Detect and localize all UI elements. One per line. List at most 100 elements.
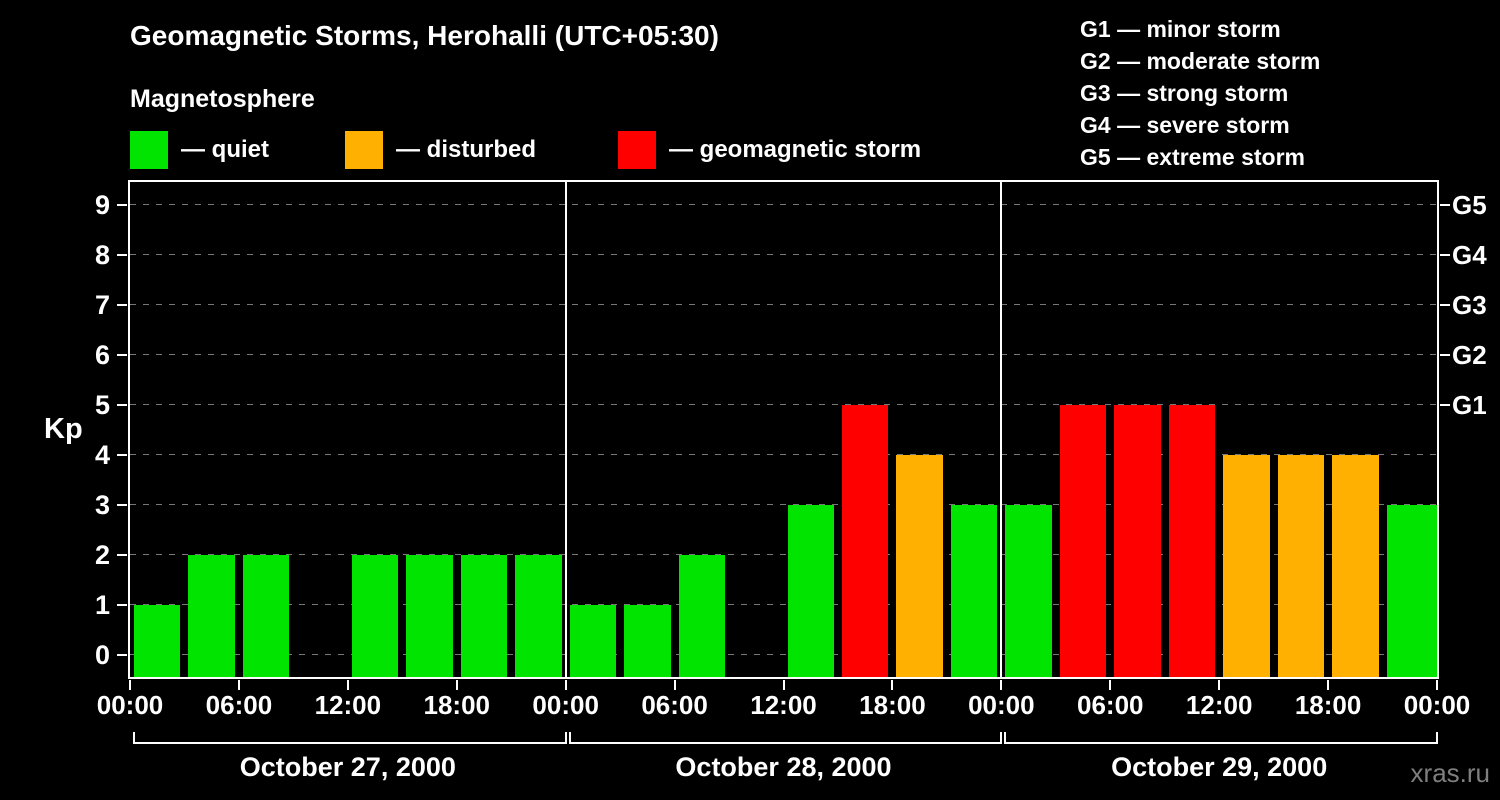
kp-legend: — quiet — disturbed — geomagnetic storm — [130, 131, 1030, 169]
x-axis-tick — [1436, 680, 1438, 690]
storm-scale-item: G2 — moderate storm — [1080, 48, 1321, 74]
y-axis-tick — [117, 204, 127, 206]
y-axis-label: Kp — [44, 413, 83, 445]
y-tick-label: 5 — [94, 390, 110, 420]
y-axis-labels: 0 1 2 3 4 5 6 7 8 9 — [0, 182, 118, 677]
gridline — [130, 404, 1437, 405]
kp-bar — [678, 555, 726, 677]
day-separator — [564, 182, 567, 677]
y-tick-label: 3 — [94, 490, 110, 520]
legend-swatch-storm — [618, 131, 656, 169]
y-axis-tick — [117, 404, 127, 406]
x-axis-tick — [1000, 680, 1003, 690]
kp-bar — [1223, 455, 1270, 677]
day-bracket — [133, 732, 567, 744]
gridline — [130, 654, 1437, 655]
x-tick-label: 00:00 — [1403, 690, 1471, 720]
y-tick-label: 8 — [94, 240, 110, 270]
x-axis-tick — [1109, 680, 1112, 690]
y-axis-tick — [117, 504, 127, 506]
x-tick-label: 12:00 — [314, 690, 382, 720]
y-tick-label: 1 — [94, 590, 110, 620]
day-label: October 28, 2000 — [675, 752, 892, 782]
day-label: October 29, 2000 — [1111, 752, 1328, 782]
gridline — [130, 454, 1437, 455]
x-axis-tick — [129, 680, 131, 690]
legend-entry-disturbed: — disturbed — [345, 131, 536, 169]
storm-scale-item: G5 — extreme storm — [1080, 144, 1305, 170]
kp-bar — [896, 455, 943, 677]
right-axis-tick — [1440, 254, 1450, 256]
day-axis: October 27, 2000 October 28, 2000 October … — [130, 732, 1438, 792]
legend-label: — geomagnetic storm — [669, 136, 922, 163]
x-axis-tick — [891, 680, 894, 690]
right-axis-tick — [1440, 404, 1450, 406]
x-tick-label: 12:00 — [750, 690, 817, 720]
legend-swatch-disturbed — [345, 131, 383, 169]
g-level-label: G1 — [1452, 390, 1487, 420]
y-axis-tick — [117, 304, 127, 306]
x-tick-label: 06:00 — [641, 690, 708, 720]
day-label: October 27, 2000 — [239, 752, 456, 782]
storm-scale-item: G4 — severe storm — [1080, 112, 1290, 138]
x-tick-label: 12:00 — [1185, 690, 1253, 720]
kp-bar — [950, 505, 998, 677]
kp-bar — [569, 605, 617, 677]
x-axis-tick — [237, 680, 240, 690]
y-tick-label: 9 — [94, 190, 110, 220]
y-axis-tick — [117, 254, 127, 256]
storm-scale-item: G3 — strong storm — [1080, 80, 1289, 106]
legend-swatch-quiet — [130, 131, 168, 169]
g-level-label: G5 — [1452, 190, 1487, 220]
x-axis-labels: 00:00 06:00 12:00 18:00 00:00 06:00 12:00 18:00… — [97, 690, 1471, 720]
kp-bar — [460, 555, 508, 677]
x-tick-label: 00:00 — [96, 690, 164, 720]
g-level-label: G3 — [1452, 290, 1487, 320]
y-axis-tick — [117, 454, 127, 456]
kp-bar — [624, 605, 671, 677]
gridline — [130, 504, 1437, 505]
legend-entry-storm: — geomagnetic storm — [618, 131, 921, 169]
x-axis-tick — [455, 680, 458, 690]
storm-scale-legend: G1 — minor storm G2 — moderate storm G3 — … — [1080, 13, 1320, 173]
chart-title: Geomagnetic Storms, Herohalli (UTC+05:30… — [130, 20, 719, 51]
x-axis-tick — [673, 680, 676, 690]
x-axis-tick — [1218, 680, 1221, 690]
g-level-label: G2 — [1452, 340, 1487, 370]
x-tick-label: 00:00 — [968, 690, 1035, 720]
gridline — [130, 604, 1437, 605]
right-axis-labels: G1 G2 G3 G4 G5 — [1452, 182, 1500, 677]
kp-bar — [188, 555, 235, 677]
gridline — [130, 554, 1437, 555]
y-tick-label: 4 — [94, 440, 110, 470]
storm-scale-item: G1 — minor storm — [1080, 16, 1281, 42]
y-axis-tick — [117, 354, 127, 356]
kp-bar — [1277, 455, 1325, 677]
x-axis-tick — [346, 680, 349, 690]
x-tick-label: 18:00 — [1294, 690, 1362, 720]
kp-bar — [242, 555, 290, 677]
kp-bar — [841, 405, 889, 677]
kp-bar — [787, 505, 834, 677]
kp-bar — [406, 555, 453, 677]
legend-label: — disturbed — [396, 136, 537, 163]
gridline — [130, 304, 1437, 305]
kp-bar — [134, 605, 181, 677]
legend-entry-quiet: — quiet — [130, 131, 269, 169]
y-tick-label: 6 — [94, 340, 110, 370]
kp-bar — [1114, 405, 1161, 677]
x-tick-label: 18:00 — [859, 690, 926, 720]
right-axis-tick — [1440, 304, 1450, 306]
y-axis-tick — [117, 604, 127, 606]
right-axis-tick — [1440, 204, 1450, 206]
x-axis-tick — [1327, 680, 1330, 690]
gridline — [130, 204, 1437, 205]
gridline — [130, 354, 1437, 355]
x-tick-label: 06:00 — [1077, 690, 1144, 720]
x-tick-label: 06:00 — [205, 690, 273, 720]
kp-bar — [1168, 405, 1216, 677]
day-bracket — [568, 732, 1003, 744]
kp-bar — [1059, 405, 1107, 677]
y-axis-tick — [117, 654, 127, 656]
